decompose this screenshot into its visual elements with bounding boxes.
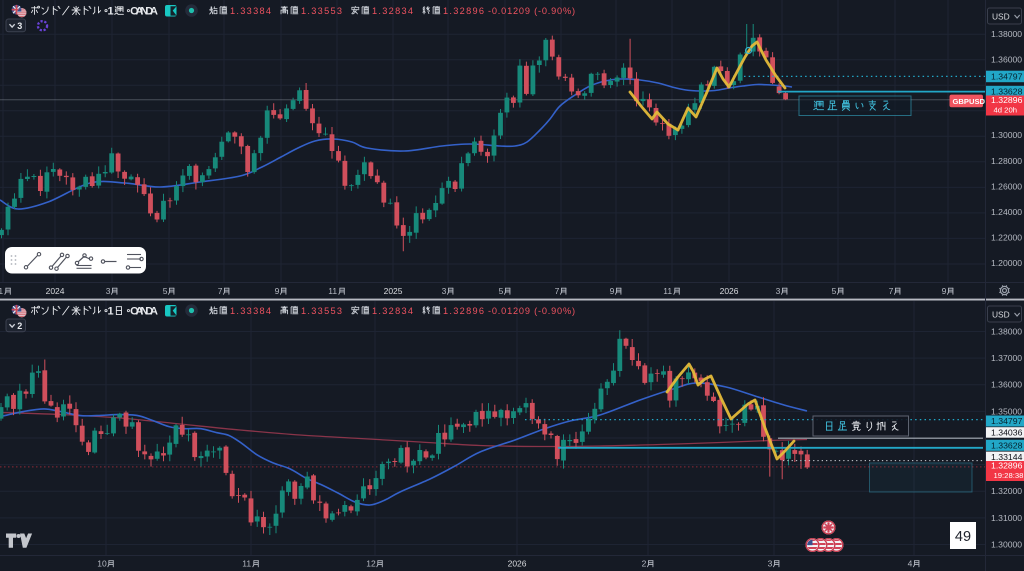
svg-text:1.35000: 1.35000: [991, 406, 1022, 416]
svg-text:1.38000: 1.38000: [991, 29, 1022, 39]
svg-text:12: 12: [366, 559, 376, 569]
svg-text:1.33628: 1.33628: [991, 440, 1023, 450]
svg-text:1.32834: 1.32834: [372, 6, 413, 16]
svg-text:1.31000: 1.31000: [991, 513, 1022, 523]
svg-text:11: 11: [242, 559, 251, 569]
svg-text:1.22000: 1.22000: [991, 232, 1022, 242]
svg-text:2025: 2025: [384, 286, 403, 296]
svg-text:4d 20h: 4d 20h: [994, 105, 1018, 114]
svg-text:USD: USD: [992, 12, 1010, 22]
svg-text:1.32896: 1.32896: [443, 6, 484, 16]
svg-text:2026: 2026: [508, 559, 527, 569]
svg-text:-0.01209 (-0.90%): -0.01209 (-0.90%): [488, 306, 575, 316]
svg-text:1.32896: 1.32896: [443, 306, 484, 316]
svg-text:2026: 2026: [720, 286, 739, 296]
svg-text:USD: USD: [992, 310, 1010, 320]
svg-text:1: 1: [108, 305, 114, 317]
svg-text:11: 11: [663, 286, 672, 296]
svg-text:7: 7: [555, 286, 560, 296]
svg-text:2: 2: [642, 559, 647, 569]
svg-text:10: 10: [97, 559, 107, 569]
svg-text:19:28:38: 19:28:38: [994, 471, 1024, 480]
svg-text:1.36000: 1.36000: [991, 55, 1022, 65]
svg-text:5: 5: [163, 286, 168, 296]
svg-text:3: 3: [768, 559, 773, 569]
svg-text:1.33144: 1.33144: [991, 452, 1023, 462]
svg-text:1.26000: 1.26000: [991, 181, 1022, 191]
svg-text:1.30000: 1.30000: [991, 540, 1022, 550]
svg-text:1.33384: 1.33384: [230, 306, 271, 316]
svg-text:1.38000: 1.38000: [991, 327, 1022, 337]
svg-text:4: 4: [908, 559, 913, 569]
svg-text:3: 3: [17, 21, 22, 31]
svg-text:1.32000: 1.32000: [991, 486, 1022, 496]
svg-text:3: 3: [106, 286, 111, 296]
svg-text:5: 5: [832, 286, 837, 296]
svg-text:1.20000: 1.20000: [991, 258, 1022, 268]
svg-text:7: 7: [889, 286, 894, 296]
svg-text:11: 11: [0, 286, 3, 296]
svg-text:3: 3: [442, 286, 447, 296]
svg-text:1.37000: 1.37000: [991, 353, 1022, 363]
svg-text:3: 3: [776, 286, 781, 296]
svg-text:1.34797: 1.34797: [991, 416, 1023, 426]
svg-text:2: 2: [17, 321, 22, 331]
svg-text:1.34036: 1.34036: [991, 428, 1023, 438]
svg-text:7: 7: [218, 286, 223, 296]
svg-text:OANDA: OANDA: [130, 305, 158, 317]
svg-text:1.33553: 1.33553: [301, 6, 342, 16]
svg-text:1: 1: [108, 5, 114, 17]
svg-text:1.30000: 1.30000: [991, 130, 1022, 140]
svg-text:1.33628: 1.33628: [991, 87, 1023, 97]
svg-text:2024: 2024: [46, 286, 65, 296]
svg-text:1.28000: 1.28000: [991, 156, 1022, 166]
svg-text:9: 9: [610, 286, 615, 296]
svg-text:1.36000: 1.36000: [991, 380, 1022, 390]
svg-text:9: 9: [275, 286, 280, 296]
svg-text:9: 9: [942, 286, 947, 296]
svg-text:OANDA: OANDA: [130, 5, 158, 17]
svg-text:1.33553: 1.33553: [301, 306, 342, 316]
svg-text:49: 49: [955, 529, 971, 545]
svg-text:-0.01209 (-0.90%): -0.01209 (-0.90%): [488, 6, 575, 16]
svg-text:1.32896: 1.32896: [991, 95, 1023, 105]
svg-text:1.24000: 1.24000: [991, 207, 1022, 217]
svg-text:1.33384: 1.33384: [230, 6, 271, 16]
svg-text:1.32834: 1.32834: [372, 306, 413, 316]
svg-text:GBPUSD: GBPUSD: [953, 97, 986, 106]
svg-text:1.34797: 1.34797: [991, 71, 1023, 81]
svg-text:1.32896: 1.32896: [991, 460, 1023, 470]
svg-text:5: 5: [499, 286, 504, 296]
svg-text:11: 11: [328, 286, 337, 296]
